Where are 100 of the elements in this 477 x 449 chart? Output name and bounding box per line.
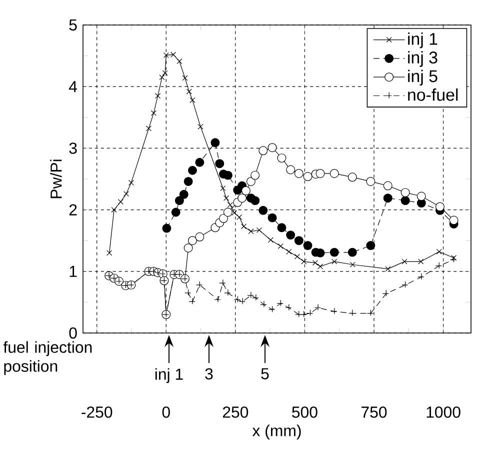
point bbox=[162, 70, 168, 76]
point bbox=[383, 194, 392, 203]
point bbox=[330, 248, 339, 257]
point bbox=[303, 172, 312, 182]
point bbox=[250, 170, 260, 180]
point bbox=[227, 202, 233, 208]
y-tick-label: 4 bbox=[68, 81, 78, 92]
point bbox=[256, 227, 262, 233]
point bbox=[186, 88, 192, 94]
point bbox=[162, 224, 172, 233]
point bbox=[159, 74, 165, 80]
point bbox=[171, 208, 180, 217]
point bbox=[416, 192, 426, 201]
text: 5 bbox=[261, 368, 269, 380]
text: 3 bbox=[205, 368, 213, 380]
text: inj 1 bbox=[155, 368, 183, 384]
point bbox=[402, 258, 408, 264]
legend-label: inj 1 bbox=[408, 32, 438, 48]
point bbox=[188, 236, 197, 246]
point bbox=[436, 248, 442, 254]
point bbox=[184, 244, 193, 252]
x-tick-label: 500 bbox=[292, 406, 318, 418]
point bbox=[317, 264, 324, 270]
x-tick-label: 250 bbox=[222, 406, 248, 418]
point bbox=[220, 185, 226, 192]
point bbox=[241, 186, 250, 196]
point bbox=[224, 195, 230, 201]
point bbox=[219, 214, 228, 223]
point bbox=[348, 172, 357, 182]
text: fuel injection position bbox=[3, 341, 92, 375]
point bbox=[294, 236, 304, 246]
point bbox=[258, 146, 268, 156]
point bbox=[240, 224, 247, 230]
point bbox=[176, 58, 182, 64]
point bbox=[248, 228, 254, 234]
point bbox=[303, 241, 312, 250]
point bbox=[294, 168, 304, 178]
point bbox=[188, 166, 197, 175]
x-axis-title: x (mm) bbox=[252, 424, 301, 440]
point bbox=[400, 196, 410, 206]
point bbox=[277, 154, 286, 163]
y-axis-title: Pw/Pi bbox=[50, 160, 62, 198]
point bbox=[106, 250, 112, 256]
point bbox=[348, 248, 357, 257]
point bbox=[418, 258, 424, 264]
point bbox=[155, 93, 161, 99]
point bbox=[350, 262, 356, 268]
point bbox=[268, 143, 277, 152]
point bbox=[268, 213, 277, 222]
point bbox=[382, 290, 390, 298]
point bbox=[268, 237, 274, 243]
point bbox=[210, 138, 220, 148]
point bbox=[366, 241, 376, 250]
y-tick-label: 5 bbox=[69, 19, 77, 31]
y-tick-label: 0 bbox=[69, 327, 77, 339]
point bbox=[238, 194, 247, 203]
point bbox=[182, 75, 188, 81]
point bbox=[332, 258, 338, 264]
x-tick-label: 1000 bbox=[426, 406, 460, 418]
point bbox=[277, 223, 286, 232]
point bbox=[198, 124, 204, 130]
y-tick-label: 2 bbox=[69, 204, 77, 216]
point bbox=[278, 243, 284, 249]
point bbox=[312, 260, 318, 266]
point bbox=[111, 207, 117, 213]
legend-label: inj 5 bbox=[408, 70, 438, 86]
point bbox=[150, 110, 156, 116]
y-tick-label: 1 bbox=[70, 266, 77, 277]
point bbox=[316, 168, 325, 178]
legend-label: no-fuel bbox=[408, 88, 458, 101]
y-tick-label: 3 bbox=[69, 142, 77, 154]
point bbox=[301, 258, 307, 264]
point bbox=[449, 216, 458, 225]
point bbox=[123, 191, 129, 197]
point bbox=[286, 248, 292, 254]
point bbox=[451, 255, 457, 261]
x-tick-label: -250 bbox=[82, 406, 112, 418]
point bbox=[383, 181, 392, 190]
point bbox=[232, 210, 238, 216]
point bbox=[215, 159, 224, 168]
point bbox=[400, 188, 410, 198]
point bbox=[286, 165, 296, 174]
point bbox=[435, 202, 444, 212]
x-tick-label: 750 bbox=[362, 406, 387, 418]
point bbox=[146, 126, 152, 132]
point bbox=[330, 168, 339, 178]
point bbox=[179, 190, 188, 199]
point bbox=[366, 176, 376, 186]
point bbox=[223, 208, 232, 217]
point bbox=[236, 214, 242, 220]
point bbox=[195, 232, 204, 242]
x-tick-label: 0 bbox=[162, 406, 170, 418]
point bbox=[258, 206, 268, 215]
point bbox=[118, 199, 124, 205]
point bbox=[286, 230, 296, 240]
point bbox=[294, 254, 300, 260]
point bbox=[128, 180, 134, 186]
point bbox=[195, 158, 204, 167]
point bbox=[246, 176, 256, 186]
point bbox=[174, 196, 184, 206]
